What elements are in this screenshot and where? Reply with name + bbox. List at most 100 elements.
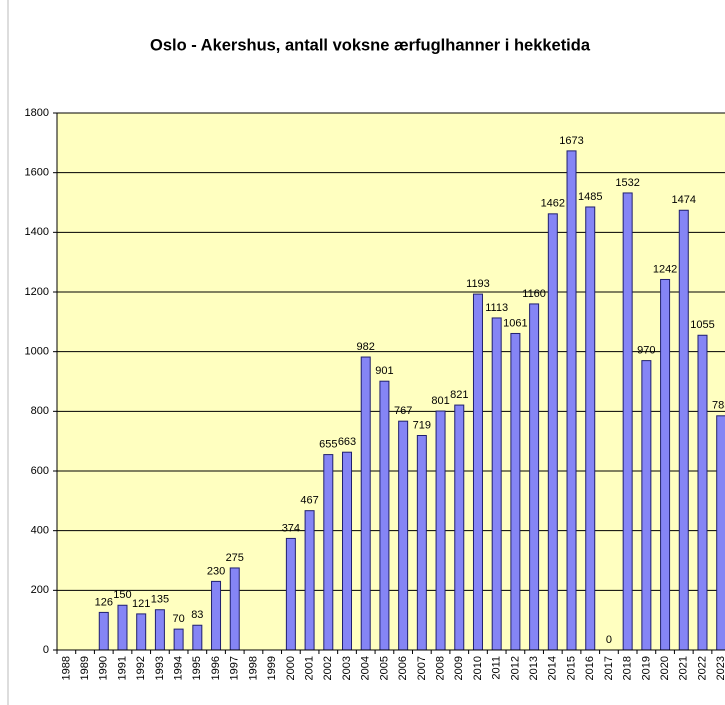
value-label: 1532 xyxy=(615,177,639,189)
value-label: 467 xyxy=(300,495,318,507)
value-label: 801 xyxy=(431,395,449,407)
value-label: 1061 xyxy=(503,317,527,329)
value-label: 0 xyxy=(606,634,612,646)
x-tick-label: 2001 xyxy=(303,656,315,680)
value-label: 1160 xyxy=(522,288,546,300)
bar xyxy=(641,360,652,651)
value-label: 83 xyxy=(191,609,203,621)
x-tick-label: 2008 xyxy=(434,656,446,680)
value-label: 150 xyxy=(113,589,131,601)
value-label: 135 xyxy=(151,594,169,606)
value-label: 70 xyxy=(172,613,184,625)
value-label: 1055 xyxy=(690,319,714,331)
y-tick-label: 600 xyxy=(31,465,49,477)
bar xyxy=(697,334,708,651)
bar xyxy=(360,356,371,651)
y-tick-label: 0 xyxy=(43,644,49,656)
x-tick-label: 1994 xyxy=(173,656,185,680)
x-tick-label: 1997 xyxy=(229,656,241,680)
bar xyxy=(211,580,222,651)
y-tick-label: 1400 xyxy=(25,226,49,238)
x-tick-label: 1998 xyxy=(247,656,259,680)
x-tick-label: 2011 xyxy=(491,656,503,680)
x-tick-label: 1991 xyxy=(116,656,128,680)
x-tick-label: 1996 xyxy=(210,656,222,680)
bar xyxy=(622,192,633,651)
bar xyxy=(323,454,334,651)
x-tick-label: 2018 xyxy=(622,656,634,680)
plot-area xyxy=(57,113,725,650)
bar xyxy=(510,332,521,651)
x-tick-label: 2013 xyxy=(528,656,540,680)
value-label: 767 xyxy=(394,405,412,417)
value-label: 374 xyxy=(282,522,300,534)
x-tick-label: 2016 xyxy=(584,656,596,680)
bar xyxy=(379,380,390,651)
x-tick-label: 1993 xyxy=(154,656,166,680)
bar xyxy=(398,420,409,651)
bar xyxy=(491,317,502,651)
value-label: 1113 xyxy=(485,302,508,314)
x-tick-label: 1990 xyxy=(98,656,110,680)
y-tick-label: 1000 xyxy=(25,346,49,358)
bar xyxy=(229,567,240,651)
x-tick-label: 2000 xyxy=(285,656,297,680)
bar xyxy=(454,404,465,651)
value-label: 275 xyxy=(226,552,244,564)
x-tick-label: 2009 xyxy=(453,656,465,680)
value-label: 901 xyxy=(375,365,393,377)
value-label: 982 xyxy=(357,341,375,353)
chart-title: Oslo - Akershus, antall voksne ærfuglhan… xyxy=(150,35,591,54)
bar xyxy=(716,415,725,651)
x-tick-label: 2014 xyxy=(547,656,559,680)
y-tick-label: 200 xyxy=(31,584,49,596)
bar xyxy=(416,434,427,651)
bar xyxy=(154,609,165,651)
x-tick-label: 2020 xyxy=(659,656,671,680)
x-tick-label: 2007 xyxy=(416,656,428,680)
bar xyxy=(136,613,147,651)
bar xyxy=(472,293,483,651)
value-label: 719 xyxy=(413,419,431,431)
y-tick-label: 1800 xyxy=(25,107,49,119)
x-tick-label: 1992 xyxy=(135,656,147,680)
bar xyxy=(98,611,109,651)
bar xyxy=(585,206,596,651)
bar xyxy=(192,624,203,651)
x-tick-label: 2017 xyxy=(603,656,615,680)
x-tick-label: 1999 xyxy=(266,656,278,680)
bar xyxy=(117,604,128,651)
bar xyxy=(547,213,558,651)
x-tick-label: 2004 xyxy=(360,656,372,680)
bar xyxy=(660,278,671,651)
y-tick-label: 1600 xyxy=(25,167,49,179)
value-label: 655 xyxy=(319,438,337,450)
x-tick-label: 2022 xyxy=(696,656,708,680)
value-label: 821 xyxy=(450,389,468,401)
bar xyxy=(342,451,353,651)
value-label: 1242 xyxy=(653,263,677,275)
x-tick-label: 2010 xyxy=(472,656,484,680)
x-tick-label: 2005 xyxy=(378,656,390,680)
bar xyxy=(435,410,446,651)
x-tick-label: 1989 xyxy=(79,656,91,680)
value-label: 785 xyxy=(712,400,725,412)
x-tick-label: 2019 xyxy=(640,656,652,680)
x-tick-label: 2015 xyxy=(565,656,577,680)
value-label: 1474 xyxy=(672,194,696,206)
bar xyxy=(529,303,540,651)
bar xyxy=(678,209,689,651)
x-tick-label: 2021 xyxy=(678,656,690,680)
y-tick-label: 1200 xyxy=(25,286,49,298)
x-tick-label: 2003 xyxy=(341,656,353,680)
bar xyxy=(173,628,184,651)
value-label: 1462 xyxy=(541,198,565,210)
y-tick-label: 800 xyxy=(31,405,49,417)
value-label: 663 xyxy=(338,436,356,448)
value-label: 1673 xyxy=(559,135,583,147)
value-label: 121 xyxy=(132,598,150,610)
bar xyxy=(304,510,315,651)
value-label: 1193 xyxy=(466,278,490,290)
value-label: 970 xyxy=(637,345,655,357)
x-tick-label: 1995 xyxy=(191,656,203,680)
